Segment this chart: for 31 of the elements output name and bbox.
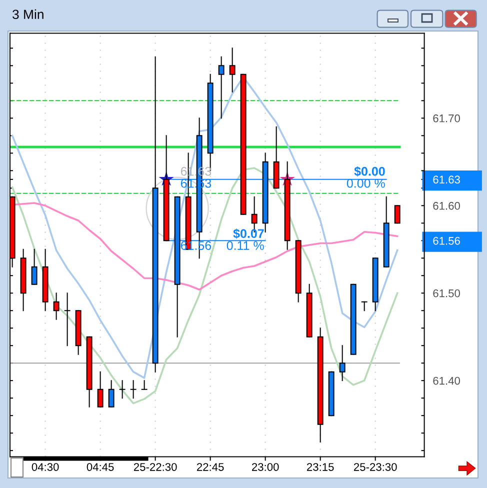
- candlestick: [218, 56, 224, 119]
- annotation: $0.07: [233, 228, 264, 239]
- annotation: 0.11 %: [226, 241, 264, 250]
- y-tick-label: 61.60: [433, 202, 460, 210]
- y-tick-label: 61.40: [433, 376, 460, 385]
- x-tick-label: 04:45: [86, 463, 114, 471]
- line-series: [11, 167, 398, 404]
- candlestick: [64, 292, 70, 346]
- candlestick: [31, 248, 38, 285]
- y-tick-label: 61.56: [433, 236, 460, 245]
- x-tick-label: 22:45: [196, 463, 224, 471]
- x-tick-label: 04:30: [32, 463, 59, 471]
- candlestick: [130, 380, 136, 399]
- candlestick: [394, 205, 400, 224]
- x-tick-label: 23:15: [307, 463, 334, 471]
- candlestick: [53, 292, 60, 320]
- x-tick-label: 23:00: [252, 463, 279, 471]
- x-tick-label: 25-22:30: [134, 463, 177, 471]
- candlestick: [141, 380, 148, 390]
- candlestick: [361, 301, 368, 312]
- candlestick: [339, 345, 346, 382]
- candlestick: [229, 48, 236, 92]
- x-tick-label: 25-23:30: [354, 463, 397, 471]
- candlestick: [119, 380, 126, 399]
- y-tick-label: 61.50: [433, 289, 460, 298]
- annotation: $0.00: [354, 166, 385, 177]
- y-tick-label: 61.63: [433, 176, 460, 184]
- candlestick: [97, 371, 104, 408]
- y-tick-label: 61.70: [433, 114, 460, 122]
- candlestick: [108, 380, 114, 408]
- chart-title: 3 Min: [12, 9, 44, 20]
